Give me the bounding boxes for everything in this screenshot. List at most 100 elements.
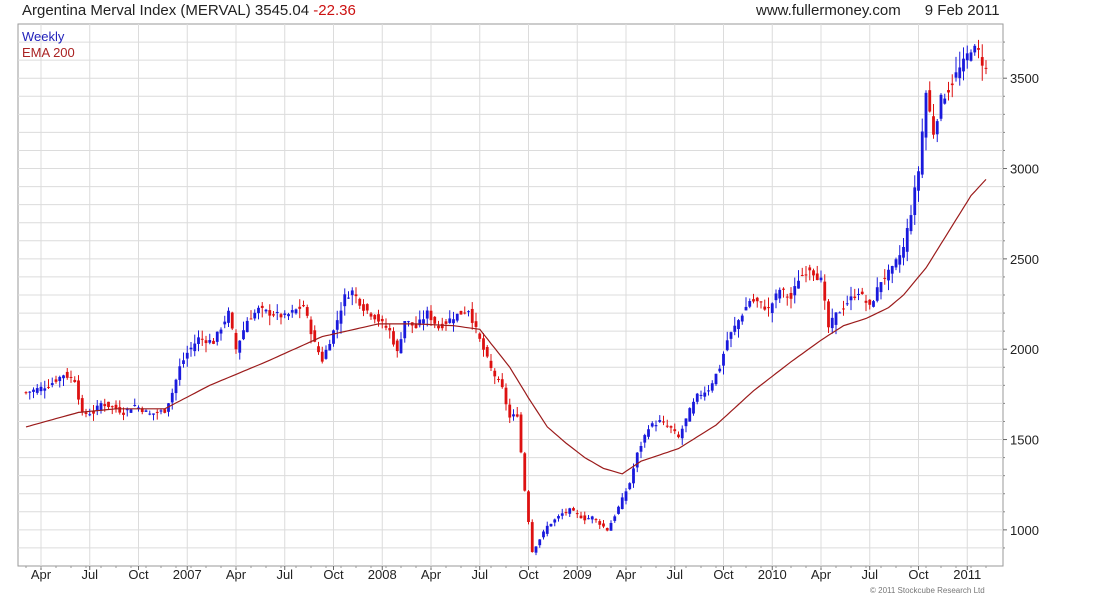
candle-body bbox=[283, 313, 287, 315]
candle-body bbox=[88, 414, 92, 416]
candle-body bbox=[763, 306, 767, 310]
candle-body bbox=[673, 429, 677, 432]
candle-body bbox=[928, 90, 932, 112]
candle-body bbox=[482, 338, 485, 350]
candle-body bbox=[328, 344, 332, 351]
candle-body bbox=[373, 315, 377, 320]
candle-body bbox=[845, 303, 849, 305]
candle-body bbox=[332, 330, 335, 344]
candle-body bbox=[163, 409, 167, 413]
candle-body bbox=[268, 310, 272, 316]
candle-body bbox=[613, 516, 617, 521]
x-tick-label: Jul bbox=[471, 567, 488, 582]
candle-body bbox=[204, 340, 208, 344]
candle-body bbox=[635, 452, 639, 468]
candle-body bbox=[24, 392, 28, 394]
candle-body bbox=[234, 332, 238, 350]
candle-body bbox=[28, 391, 32, 393]
y-tick-label: 1000 bbox=[1010, 523, 1039, 538]
candle-body bbox=[170, 392, 174, 403]
candle-body bbox=[148, 413, 152, 415]
candle-body bbox=[249, 318, 253, 320]
candle-body bbox=[782, 288, 785, 290]
candle-body bbox=[264, 309, 268, 312]
candle-body bbox=[317, 346, 320, 353]
candle-body bbox=[943, 98, 947, 104]
x-tick-label: Oct bbox=[128, 567, 149, 582]
candle-body bbox=[489, 360, 493, 369]
candle-body bbox=[200, 338, 204, 340]
candle-body bbox=[909, 215, 913, 232]
site-link[interactable]: www.fullermoney.com bbox=[756, 2, 901, 19]
candle-body bbox=[797, 280, 800, 289]
candle-body bbox=[542, 531, 545, 538]
candle-body bbox=[395, 340, 399, 352]
candle-body bbox=[118, 407, 122, 413]
candle-body bbox=[455, 313, 459, 321]
candle-body bbox=[707, 390, 710, 392]
candle-body bbox=[107, 401, 110, 408]
candle-body bbox=[504, 387, 508, 405]
candle-body bbox=[354, 294, 358, 297]
candle-body bbox=[54, 379, 58, 382]
candle-body bbox=[448, 318, 452, 323]
candle-body bbox=[572, 508, 575, 511]
candle-body bbox=[759, 301, 763, 303]
candle-body bbox=[755, 297, 759, 302]
candle-body bbox=[549, 523, 553, 527]
candle-body bbox=[347, 297, 350, 299]
candle-body bbox=[887, 269, 890, 281]
candle-body bbox=[819, 277, 823, 281]
candle-body bbox=[827, 301, 830, 328]
candle-body bbox=[857, 293, 860, 295]
candle-body bbox=[272, 314, 275, 316]
y-tick-label: 1500 bbox=[1010, 433, 1039, 448]
legend-ema: EMA 200 bbox=[22, 45, 75, 60]
candle-body bbox=[568, 508, 572, 514]
candle-body bbox=[875, 287, 879, 301]
candle-body bbox=[140, 408, 144, 413]
candle-body bbox=[913, 187, 917, 216]
candle-body bbox=[519, 414, 523, 453]
candle-body bbox=[144, 410, 148, 412]
candle-body bbox=[842, 308, 845, 310]
candle-body bbox=[425, 310, 429, 319]
candle-body bbox=[114, 404, 118, 410]
candle-body bbox=[392, 331, 395, 345]
candle-body bbox=[830, 317, 834, 329]
candle-body bbox=[598, 521, 602, 525]
candle-body bbox=[628, 483, 632, 490]
candle-body bbox=[643, 435, 647, 443]
candle-body bbox=[868, 299, 872, 305]
x-tick-label: Apr bbox=[811, 567, 832, 582]
candle-body bbox=[223, 321, 227, 325]
candle-body bbox=[512, 414, 515, 417]
candle-body bbox=[860, 291, 864, 294]
x-tick-label: Jul bbox=[81, 567, 98, 582]
candle-body bbox=[302, 305, 305, 307]
candle-body bbox=[474, 321, 478, 327]
candle-body bbox=[898, 255, 902, 265]
candle-body bbox=[497, 378, 500, 380]
x-tick-label: Oct bbox=[518, 567, 539, 582]
candle-body bbox=[654, 425, 658, 427]
candle-body bbox=[789, 292, 793, 299]
candle-body bbox=[564, 512, 568, 514]
candle-body bbox=[980, 57, 984, 66]
candle-body bbox=[399, 339, 403, 354]
candle-body bbox=[362, 304, 365, 311]
candle-body bbox=[290, 310, 294, 313]
candle-body bbox=[287, 314, 290, 317]
candle-body bbox=[50, 383, 54, 386]
candle-body bbox=[313, 330, 317, 342]
candle-body bbox=[35, 388, 39, 393]
ema-200-line bbox=[25, 178, 987, 475]
candle-body bbox=[587, 518, 590, 520]
x-tick-label: 2007 bbox=[173, 567, 202, 582]
candle-body bbox=[242, 330, 245, 340]
candle-body bbox=[279, 314, 283, 318]
x-tick-label: Jul bbox=[861, 567, 878, 582]
candle-body bbox=[767, 307, 770, 309]
candle-body bbox=[309, 319, 313, 335]
candle-body bbox=[178, 366, 182, 380]
